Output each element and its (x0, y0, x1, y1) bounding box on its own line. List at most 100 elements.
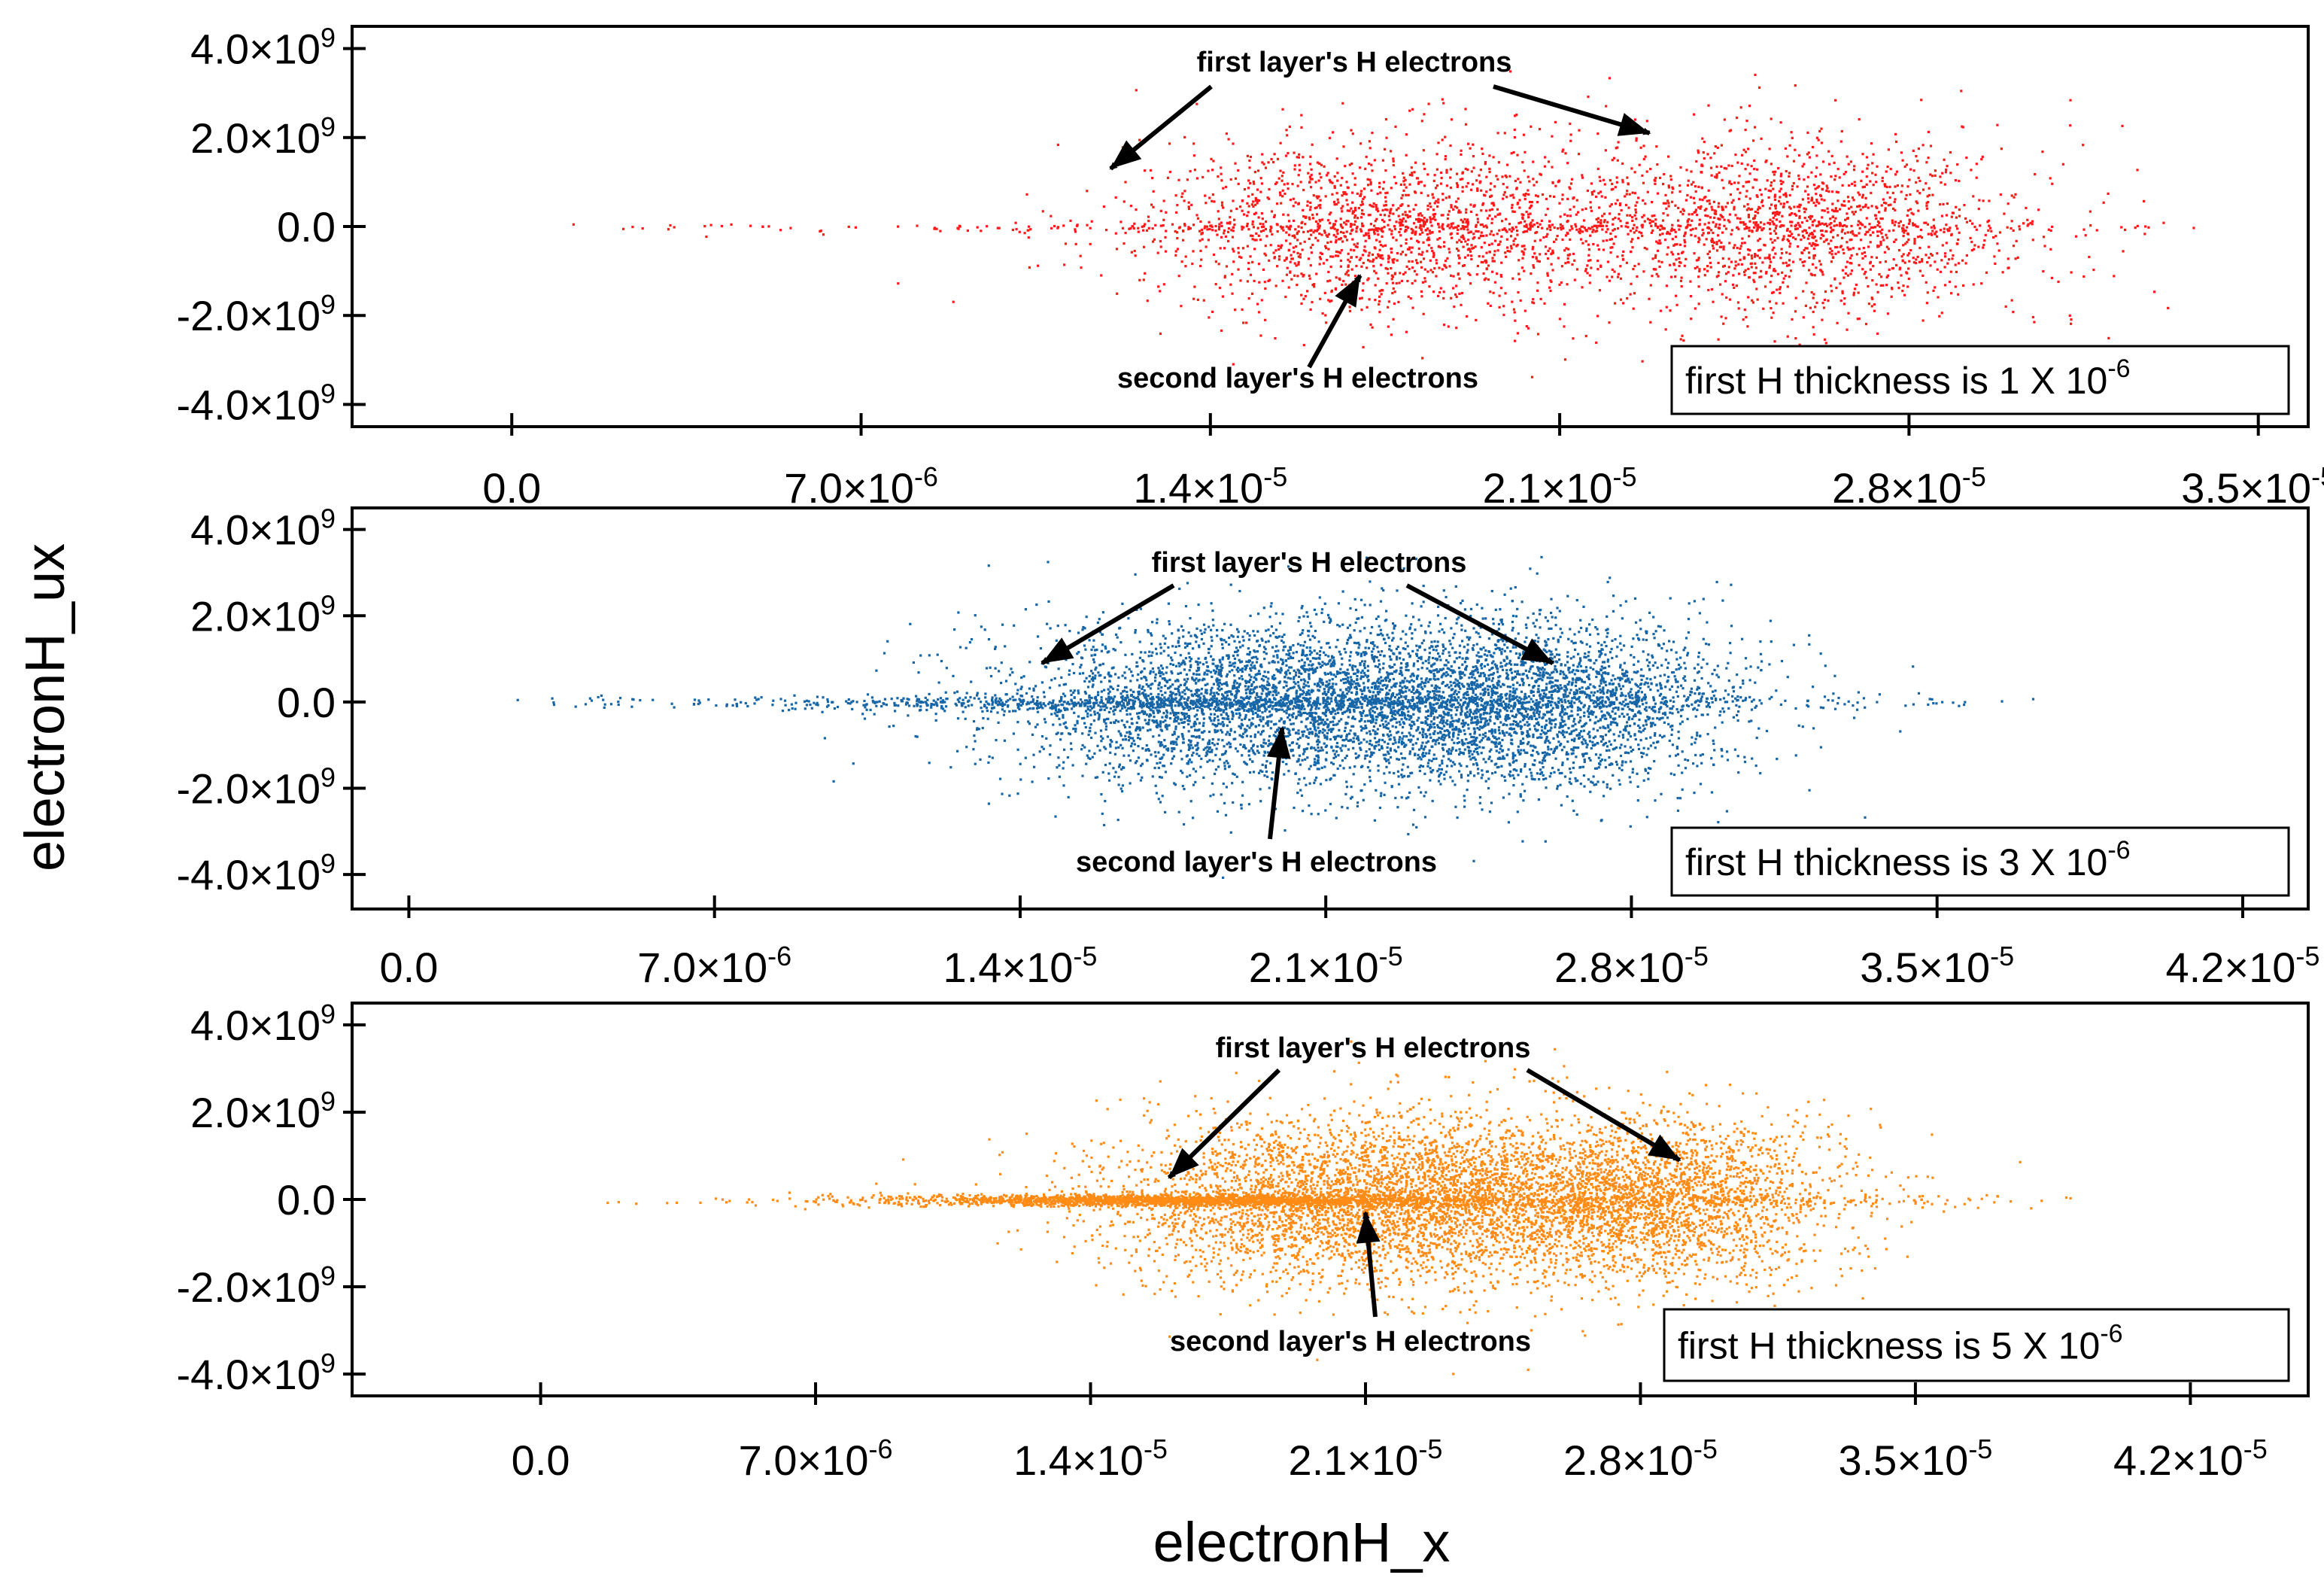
scatter-point (1809, 214, 1812, 217)
scatter-point (1137, 745, 1140, 748)
scatter-point (1441, 759, 1444, 762)
scatter-point (981, 726, 984, 730)
scatter-point (1821, 271, 1824, 274)
scatter-point (1876, 165, 1879, 168)
scatter-point (1717, 338, 1720, 341)
scatter-point (1459, 211, 1462, 214)
scatter-point (1909, 208, 1912, 211)
scatter-point (1375, 239, 1378, 242)
scatter-point (1241, 225, 1244, 228)
scatter-point (1455, 182, 1459, 185)
scatter-point (1214, 224, 1217, 228)
scatter-point (1253, 212, 1256, 215)
scatter-point (1341, 102, 1344, 105)
scatter-point (1511, 193, 1514, 196)
scatter-point (1870, 305, 1873, 308)
scatter-point (1527, 193, 1530, 196)
scatter-point (1821, 302, 1824, 305)
scatter-point (1512, 239, 1515, 242)
scatter-point (1693, 113, 1696, 116)
scatter-point (1238, 255, 1241, 258)
scatter-point (1408, 750, 1411, 753)
scatter-point (1167, 749, 1170, 752)
scatter-point (1318, 256, 1321, 259)
scatter-point (1462, 226, 1465, 229)
scatter-point (1241, 228, 1244, 231)
scatter-point (1251, 238, 1254, 241)
scatter-point (1166, 176, 1170, 179)
scatter-point (1521, 161, 1524, 164)
scatter-point (1339, 237, 1343, 240)
scatter-point (1466, 169, 1469, 172)
scatter-point (1501, 228, 1504, 231)
scatter-point (1794, 212, 1797, 215)
scatter-point (1757, 239, 1760, 242)
scatter-point (1511, 228, 1514, 231)
scatter-point (1435, 259, 1438, 262)
scatter-point (1251, 710, 1254, 713)
scatter-point (1587, 778, 1590, 781)
scatter-point (1198, 230, 1201, 233)
scatter-point (1751, 299, 1754, 302)
scatter-point (1297, 746, 1300, 749)
scatter-point (1452, 669, 1455, 672)
scatter-point (1481, 689, 1484, 692)
scatter-point (1224, 235, 1227, 238)
scatter-point (1695, 214, 1699, 217)
scatter-point (1745, 120, 1748, 123)
scatter-point (1742, 223, 1745, 226)
scatter-point (1106, 735, 1109, 738)
scatter-point (1773, 269, 1776, 272)
scatter-point (1970, 169, 1973, 172)
scatter-point (1742, 318, 1745, 321)
scatter-point (1462, 719, 1465, 722)
scatter-point (1934, 232, 1937, 235)
scatter-point (2043, 236, 2046, 239)
scatter-point (1998, 231, 2002, 234)
scatter-point (1610, 238, 1614, 241)
scatter-point (1205, 751, 1208, 754)
scatter-point (1138, 640, 1141, 643)
scatter-point (1655, 272, 1658, 275)
scatter-point (1502, 305, 1505, 308)
scatter-point (1791, 188, 1794, 191)
scatter-point (1625, 261, 1628, 264)
scatter-point (1988, 224, 1991, 227)
scatter-point (1965, 157, 1968, 160)
scatter-point (1846, 231, 1849, 234)
scatter-point (1147, 226, 1150, 230)
scatter-point (1560, 265, 1563, 268)
scatter-point (1442, 245, 1446, 248)
scatter-point (1229, 209, 1232, 212)
scatter-point (1833, 278, 1836, 281)
scatter-point (1697, 258, 1700, 261)
scatter-point (1229, 743, 1232, 746)
scatter-point (2082, 228, 2086, 231)
scatter-point (1064, 683, 1067, 686)
scatter-point (1343, 235, 1346, 238)
scatter-point (730, 223, 733, 226)
scatter-point (1367, 163, 1371, 166)
scatter-point (1701, 165, 1704, 168)
scatter-point (1907, 277, 1910, 281)
scatter-point (1094, 668, 1097, 671)
scatter-point (1213, 697, 1216, 700)
scatter-point (1523, 169, 1526, 172)
scatter-point (1409, 297, 1412, 300)
scatter-point (1851, 211, 1854, 214)
scatter-point (1464, 167, 1467, 170)
scatter-point (1457, 706, 1460, 709)
scatter-point (1704, 196, 1707, 199)
scatter-point (1100, 649, 1103, 652)
scatter-point (1674, 243, 1677, 246)
scatter-point (2122, 250, 2125, 253)
scatter-point (1549, 279, 1552, 282)
scatter-point (1159, 290, 1162, 293)
scatter-point (1475, 214, 1478, 217)
scatter-point (1040, 704, 1043, 707)
scatter-point (1867, 245, 1870, 248)
scatter-point (1320, 718, 1323, 721)
scatter-point (1851, 196, 1855, 199)
scatter-point (1332, 689, 1335, 692)
scatter-point (1536, 333, 1540, 336)
